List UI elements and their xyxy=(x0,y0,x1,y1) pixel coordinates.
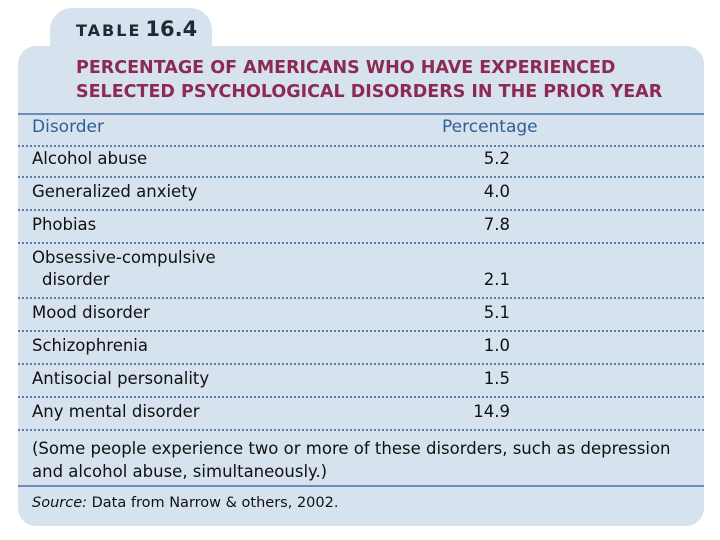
disorder-name: Antisocial personality xyxy=(32,369,210,388)
note-line-2: and alcohol abuse, simultaneously.) xyxy=(32,462,328,481)
table-row: Generalized anxiety 4.0 xyxy=(18,178,704,211)
table-row: Mood disorder 5.1 xyxy=(18,299,704,332)
source-citation: Source: Data from Narrow & others, 2002. xyxy=(32,495,338,511)
percentage-value: 7.8 xyxy=(483,215,510,234)
percentage-value: 4.0 xyxy=(483,182,510,201)
table-row: Obsessive-compulsive disorder 2.1 xyxy=(18,244,704,299)
table-row: Alcohol abuse 5.2 xyxy=(18,145,704,178)
disorder-name: Schizophrenia xyxy=(32,336,148,355)
table-title: PERCENTAGE OF AMERICANS WHO HAVE EXPERIE… xyxy=(76,56,706,104)
note-line-1: (Some people experience two or more of t… xyxy=(32,439,671,458)
column-header-percentage: Percentage xyxy=(442,117,538,137)
source-text: Data from Narrow & others, 2002. xyxy=(91,495,339,511)
table-row: Any mental disorder 14.9 xyxy=(18,398,704,431)
disorder-name: Mood disorder xyxy=(32,303,150,322)
disorder-name: Any mental disorder xyxy=(32,402,200,421)
percentage-value: 1.5 xyxy=(483,369,510,388)
footer-rule xyxy=(18,485,704,487)
percentage-value: 1.0 xyxy=(483,336,510,355)
source-label: Source: xyxy=(32,495,88,511)
disorder-name: Generalized anxiety xyxy=(32,182,198,201)
table-tab xyxy=(50,8,212,58)
table-row: Phobias 7.8 xyxy=(18,211,704,244)
percentage-value: 5.1 xyxy=(483,303,510,322)
disorder-name-line-2: disorder xyxy=(42,270,110,289)
percentage-value: 5.2 xyxy=(483,149,510,168)
table-panel xyxy=(18,46,704,526)
table-body: Alcohol abuse 5.2 Generalized anxiety 4.… xyxy=(18,145,704,431)
title-line-1: PERCENTAGE OF AMERICANS WHO HAVE EXPERIE… xyxy=(76,58,616,78)
table-number: 16.4 xyxy=(145,17,198,41)
table-number-label: TABLE 16.4 xyxy=(76,17,197,41)
header-rule xyxy=(18,113,704,115)
table-row: Antisocial personality 1.5 xyxy=(18,365,704,398)
disorder-name: Phobias xyxy=(32,215,97,234)
disorder-name-line-1: Obsessive-compulsive xyxy=(32,248,216,267)
percentage-value: 14.9 xyxy=(473,402,510,421)
table-row: Schizophrenia 1.0 xyxy=(18,332,704,365)
disorder-name: Alcohol abuse xyxy=(32,149,148,168)
disorder-name: Obsessive-compulsive disorder xyxy=(32,247,216,291)
title-line-2: SELECTED PSYCHOLOGICAL DISORDERS IN THE … xyxy=(76,82,663,102)
column-header-disorder: Disorder xyxy=(32,117,105,137)
percentage-value: 2.1 xyxy=(483,270,510,289)
table-note: (Some people experience two or more of t… xyxy=(32,437,702,483)
table-word: TABLE xyxy=(76,21,142,40)
